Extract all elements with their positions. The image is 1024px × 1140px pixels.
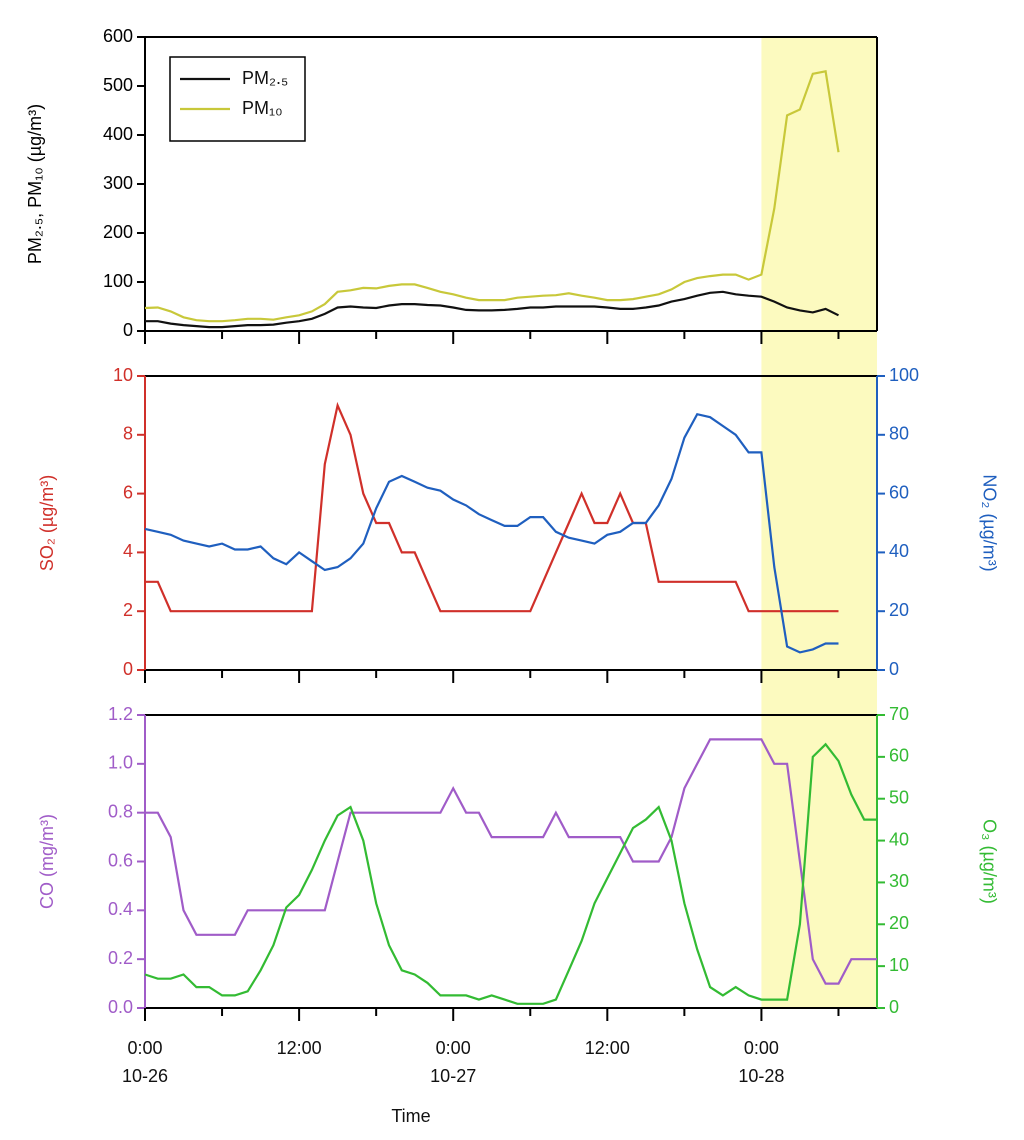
y2-tick-label: 50 [889, 787, 909, 807]
y-axis-label: SO₂ (µg/m³) [37, 475, 57, 571]
y2-tick-label: 0 [889, 659, 899, 679]
y2-tick-label: 70 [889, 704, 909, 724]
y-tick-label: 200 [103, 222, 133, 242]
y-tick-label: 10 [113, 365, 133, 385]
y-tick-label: 0 [123, 320, 133, 340]
x-tick-label: 0:00 10-28 [738, 1038, 785, 1086]
y2-tick-label: 60 [889, 746, 909, 766]
x-axis-label: Time [391, 1106, 430, 1126]
y2-tick-label: 0 [889, 997, 899, 1017]
y-axis-label: CO (mg/m³) [37, 814, 57, 909]
y2-tick-label: 60 [889, 482, 909, 502]
y2-tick-label: 20 [889, 600, 909, 620]
highlight-region [761, 715, 877, 1008]
y-tick-label: 100 [103, 271, 133, 291]
y2-tick-label: 40 [889, 541, 909, 561]
y-tick-label: 0.4 [108, 899, 133, 919]
y2-axis-label: O₃ (µg/m³) [979, 819, 999, 904]
y2-tick-label: 40 [889, 829, 909, 849]
y-tick-label: 0.8 [108, 801, 133, 821]
y-tick-label: 400 [103, 124, 133, 144]
legend-label: PM₂.₅ [242, 68, 288, 88]
y-tick-label: 0.6 [108, 850, 133, 870]
data-line [144, 742, 877, 1005]
y-tick-label: 1.2 [108, 704, 133, 724]
y2-tick-label: 80 [889, 424, 909, 444]
y2-axis-label: NO₂ (µg/m³) [979, 474, 999, 571]
y2-tick-label: 30 [889, 871, 909, 891]
y2-tick-label: 100 [889, 365, 919, 385]
y-tick-label: 600 [103, 26, 133, 46]
legend-box [169, 56, 306, 142]
y-axis-label: PM₂.₅, PM₁₀ (µg/m³) [25, 104, 45, 264]
data-line [144, 412, 839, 654]
y-tick-label: 0.0 [108, 997, 133, 1017]
y-tick-label: 6 [123, 482, 133, 502]
y-tick-label: 2 [123, 600, 133, 620]
x-tick-label: 12:00 [584, 1038, 630, 1058]
y2-tick-label: 10 [889, 955, 909, 975]
x-tick-label: 0:00 10-26 [121, 1038, 169, 1086]
y2-tick-label: 20 [889, 913, 909, 933]
x-tick-label: 0:00 10-27 [430, 1038, 477, 1086]
highlight-region [761, 37, 877, 376]
y-tick-label: 500 [103, 75, 133, 95]
y-tick-label: 1.0 [108, 753, 133, 773]
data-line [145, 290, 839, 329]
y-tick-label: 0.2 [108, 948, 133, 968]
data-line [145, 738, 877, 985]
highlight-region [761, 376, 877, 715]
legend-label: PM₁₀ [242, 98, 283, 118]
x-tick-label: 12:00 [276, 1038, 322, 1058]
data-line [144, 70, 840, 323]
y-tick-label: 4 [123, 541, 133, 561]
y-tick-label: 300 [103, 173, 133, 193]
y-tick-label: 8 [123, 424, 133, 444]
data-line [145, 401, 839, 613]
y-tick-label: 0 [123, 659, 133, 679]
